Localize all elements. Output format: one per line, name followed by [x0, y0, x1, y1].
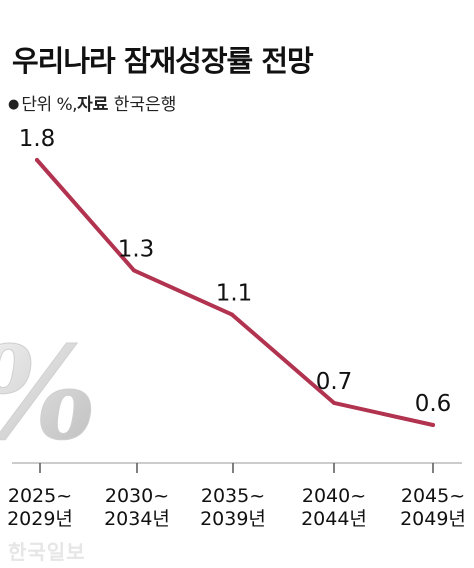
x-tick-label: 2030~ 2034년 — [104, 485, 170, 530]
source-label: 자료 — [77, 95, 109, 115]
x-axis: 2025~ 2029년 2030~ 2034년 2035~ 2039년 2040~ 2044년… — [7, 462, 466, 530]
chart-meta: ● 단위 %,자료 한국은행 — [8, 90, 176, 115]
data-label: 0.6 — [415, 391, 452, 417]
bullet-dot-icon: ● — [8, 97, 20, 112]
watermark-logo: 한국일보 — [8, 540, 86, 564]
x-tick-label: 2035~ 2039년 — [200, 485, 266, 530]
unit-text: 단위 %, — [21, 95, 78, 115]
x-tick-label: 2040~ 2044년 — [301, 485, 367, 530]
data-label: 1.8 — [19, 126, 56, 152]
x-tick-label: 2045~ 2049년 — [400, 485, 466, 530]
data-label: 1.1 — [216, 281, 253, 307]
percent-decoration-icon: % — [0, 319, 107, 469]
data-point — [230, 312, 234, 317]
data-point — [431, 423, 435, 427]
source-value: 한국은행 — [108, 95, 177, 115]
label-layer: 1.8 1.3 1.1 0.7 0.6 — [19, 126, 452, 417]
series-layer — [35, 158, 435, 427]
data-point — [132, 268, 136, 273]
data-point — [35, 158, 39, 162]
data-label: 1.3 — [118, 236, 155, 262]
data-point — [332, 400, 336, 405]
data-label: 0.7 — [316, 369, 353, 395]
chart-title: 우리나라 잠재성장률 전망 — [12, 44, 314, 78]
x-tick-label: 2025~ 2029년 — [7, 485, 73, 530]
